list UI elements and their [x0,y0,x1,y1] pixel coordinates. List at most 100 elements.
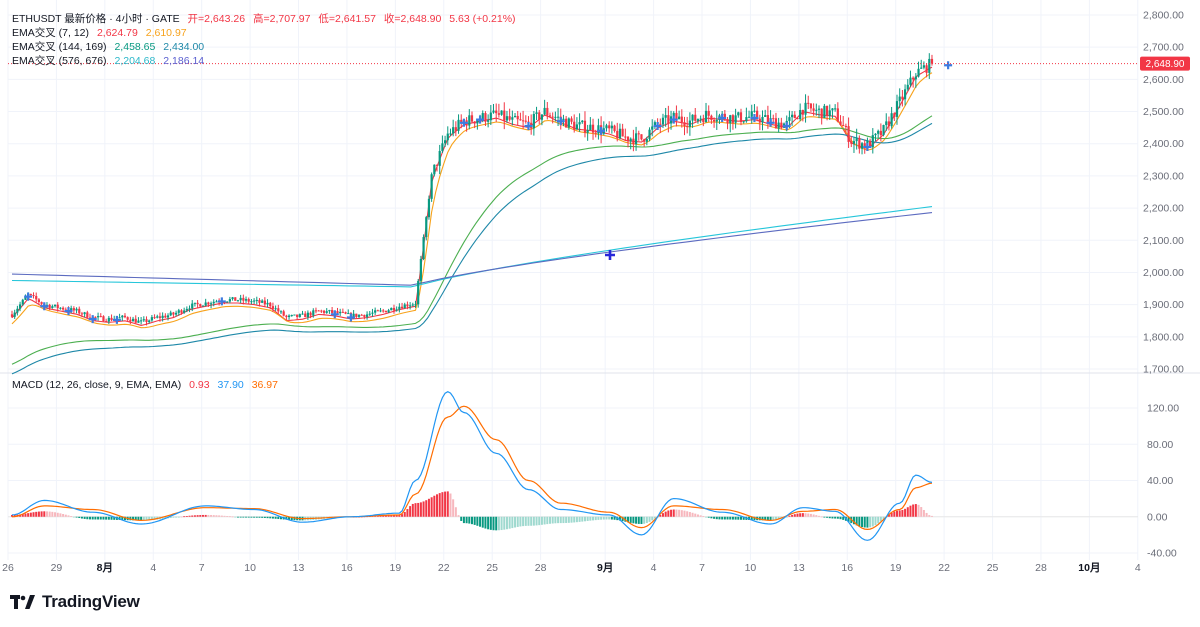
candle-body [215,301,218,303]
macd-histogram-bar [852,516,855,525]
symbol-line[interactable]: ETHUSDT 最新价格 · 4小时 · GATE [12,13,180,25]
candle-body [296,314,299,317]
macd-histogram-bar [887,514,890,517]
candle-body [661,117,665,125]
macd-histogram-bar [255,516,258,518]
macd-histogram-bar [142,516,145,521]
macd-histogram-bar [664,511,667,517]
candle-body [922,65,926,68]
candle-body [446,133,449,141]
ema-long-value-1: 2,204.68 [114,55,156,67]
macd-histogram-bar [562,516,565,524]
macd-histogram-bar [484,516,487,529]
candle-body [909,77,912,85]
ema-legend-mid[interactable]: EMA交叉 (144, 169) 2,458.65 2,434.00 [12,40,209,54]
candle-body [489,112,492,121]
candle-body [710,115,713,120]
candle-body [766,115,769,123]
candle-body [253,300,256,302]
macd-histogram-bar [271,516,274,519]
candle-body [788,117,791,121]
macd-histogram-bar [694,513,697,517]
candle-body [201,305,205,307]
macd-histogram-bar [261,516,264,518]
crossover-marker [597,126,606,135]
macd-histogram-bar [799,513,802,517]
candle-body [834,108,837,110]
macd-histogram-bar [193,515,196,517]
candle-body [823,105,826,119]
macd-histogram-bar [925,512,928,517]
macd-histogram-bar [436,494,439,517]
macd-histogram-bar [228,516,231,518]
candle-body [406,304,409,307]
macd-histogram-bar [670,509,673,517]
candle-body [807,102,810,104]
macd-histogram-bar [444,491,447,517]
macd-histogram-bar [438,493,441,517]
candle-body [258,299,261,303]
candle-body [522,120,525,122]
candle-body [917,68,920,77]
candle-body [505,116,509,121]
macd-histogram-bar [928,515,931,517]
candle-body [110,317,113,321]
macd-histogram-bar [581,516,584,522]
candle-body [503,110,506,121]
time-axis-label: 4 [150,562,156,574]
candle-body [575,124,578,130]
macd-histogram-bar [858,516,861,527]
candle-body [35,296,38,300]
macd-histogram-bar [834,516,837,519]
macd-histogram-bar [809,513,812,517]
macd-title: MACD (12, 26, close, 9, EMA, EMA) [12,379,182,391]
time-axis-label: 29 [51,562,63,574]
candle-body [860,143,864,149]
macd-histogram-bar [543,516,546,525]
macd-histogram-bar [729,516,732,520]
low-value: 低=2,641.57 [318,13,376,25]
macd-histogram-bar [836,516,839,519]
candle-body [704,110,708,123]
macd-legend[interactable]: MACD (12, 26, close, 9, EMA, EMA) 0.93 3… [12,378,283,392]
ema-legend-long[interactable]: EMA交叉 (576, 676) 2,204.68 2,186.14 [12,54,209,68]
candle-body [538,112,541,120]
crossover-marker [476,115,485,124]
macd-histogram-bar [285,516,288,520]
open-value: 开=2,643.26 [187,13,246,25]
candle-body [339,311,342,314]
candle-body [169,312,172,316]
candle-body [414,304,417,306]
brand-name: TradingView [42,592,140,611]
macd-histogram-bar [449,493,452,517]
candle-body [433,164,436,175]
macd-histogram-bar [188,515,191,517]
macd-histogram-bar [901,509,904,517]
crossover-marker [653,122,662,131]
candle-body [828,110,831,117]
crossover-marker [556,117,565,126]
macd-histogram-bar [78,516,81,519]
macd-histogram-bar [220,515,223,517]
high-value: 高=2,707.97 [252,13,311,25]
candle-body [185,308,188,311]
macd-histogram-bar [492,516,495,531]
macd-histogram-bar [565,516,568,523]
ema-legend-fast[interactable]: EMA交叉 (7, 12) 2,624.79 2,610.97 [12,26,192,40]
candle-body [107,317,110,322]
candle-body [226,301,229,303]
macd-histogram-bar [83,516,86,519]
candle-body [196,302,199,305]
macd-histogram-bar [791,514,794,517]
candle-body [382,310,385,312]
macd-histogram-bar [446,491,449,517]
candle-body [470,115,474,122]
candle-body [204,302,207,306]
macd-axis-label: 0.00 [1147,511,1168,523]
candle-body [637,133,640,135]
tradingview-logo[interactable]: TradingView [10,592,140,612]
macd-histogram-bar [597,516,600,520]
candle-body [912,77,915,80]
candle-body [715,119,718,122]
